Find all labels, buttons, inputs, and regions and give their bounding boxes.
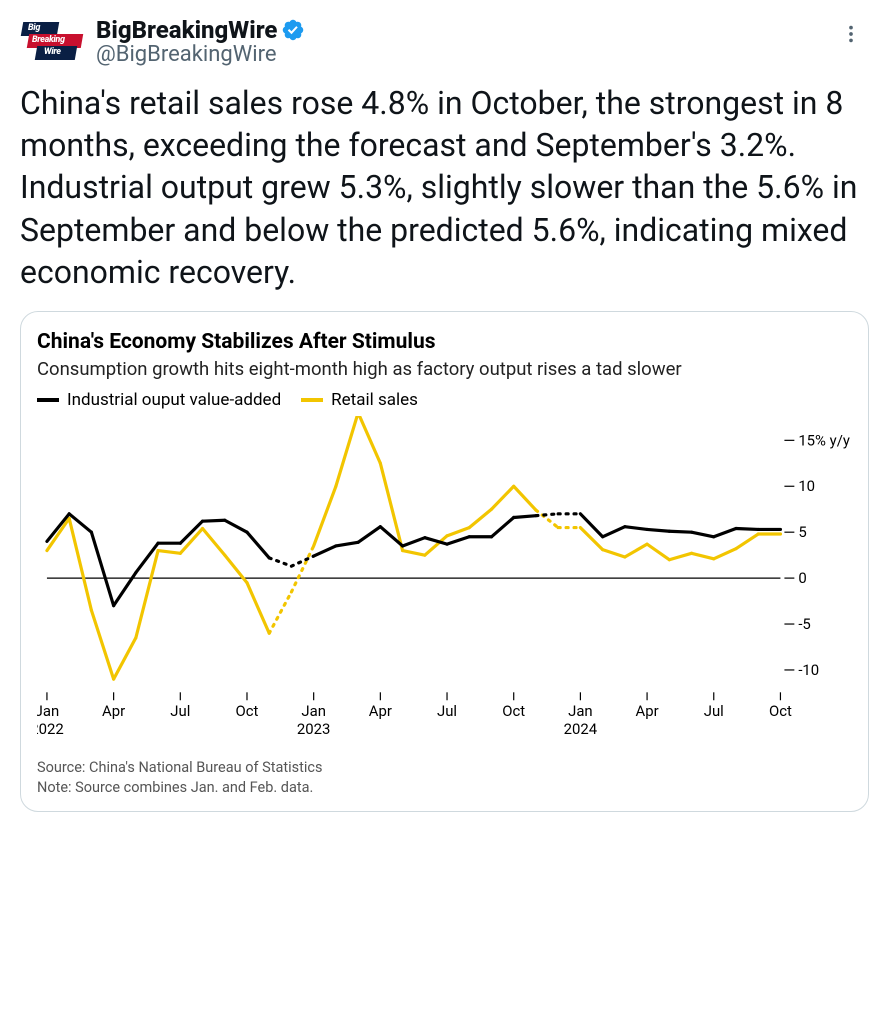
svg-text:Oct: Oct <box>769 702 792 720</box>
svg-text:0: 0 <box>798 569 806 587</box>
legend-retail: Retail sales <box>301 390 418 410</box>
svg-text:2024: 2024 <box>564 720 598 738</box>
verified-badge-icon <box>281 18 305 42</box>
logo-text-3: Wire <box>44 47 61 57</box>
legend-industrial: Industrial ouput value-added <box>37 390 281 410</box>
svg-text:Jan: Jan <box>568 702 593 720</box>
svg-text:15% y/y: 15% y/y <box>798 431 850 449</box>
svg-text:Jul: Jul <box>170 702 190 720</box>
tweet-header: Big Breaking Wire BigBreakingWire @BigBr… <box>20 16 869 68</box>
chart-card: China's Economy Stabilizes After Stimulu… <box>20 311 869 812</box>
chart-source: Source: China's National Bureau of Stati… <box>37 758 852 797</box>
svg-text:Oct: Oct <box>236 702 259 720</box>
chart-subtitle: Consumption growth hits eight-month high… <box>37 358 852 380</box>
svg-text:Jan: Jan <box>37 702 59 720</box>
tweet-text: China's retail sales rose 4.8% in Octobe… <box>20 82 869 293</box>
more-button[interactable] <box>833 16 869 52</box>
legend-label-industrial: Industrial ouput value-added <box>67 390 281 410</box>
svg-text:Apr: Apr <box>369 702 392 720</box>
svg-text:Jul: Jul <box>437 702 457 720</box>
chart-svg: -10 -5 0 5 10 15% y/y Jan Apr Jul Oct Jan Apr Jul Oct… <box>37 416 852 744</box>
logo-text-2: Breaking <box>32 35 65 45</box>
svg-text:Jan: Jan <box>301 702 326 720</box>
svg-text:2022: 2022 <box>37 720 64 738</box>
svg-text:Oct: Oct <box>502 702 525 720</box>
more-icon <box>840 23 862 45</box>
legend-swatch-retail <box>301 398 323 402</box>
chart-title: China's Economy Stabilizes After Stimulu… <box>37 330 852 354</box>
legend-label-retail: Retail sales <box>331 390 418 410</box>
user-handle[interactable]: @BigBreakingWire <box>96 42 821 67</box>
user-info: BigBreakingWire @BigBreakingWire <box>96 16 821 67</box>
avatar[interactable]: Big Breaking Wire <box>20 16 84 68</box>
logo-text-1: Big <box>28 23 40 33</box>
svg-text:Apr: Apr <box>636 702 659 720</box>
chart-legend: Industrial ouput value-added Retail sale… <box>37 390 852 410</box>
svg-text:-10: -10 <box>798 661 819 679</box>
svg-text:5: 5 <box>798 523 806 541</box>
chart-source-line2: Note: Source combines Jan. and Feb. data… <box>37 778 852 798</box>
svg-text:Apr: Apr <box>102 702 125 720</box>
avatar-logo: Big Breaking Wire <box>22 20 82 64</box>
svg-text:Jul: Jul <box>704 702 724 720</box>
svg-text:10: 10 <box>798 477 815 495</box>
display-name[interactable]: BigBreakingWire <box>96 16 277 44</box>
legend-swatch-industrial <box>37 398 59 402</box>
svg-text:-5: -5 <box>798 615 810 633</box>
svg-text:2023: 2023 <box>297 720 330 738</box>
tweet-container: Big Breaking Wire BigBreakingWire @BigBr… <box>0 0 889 828</box>
chart-source-line1: Source: China's National Bureau of Stati… <box>37 759 322 776</box>
